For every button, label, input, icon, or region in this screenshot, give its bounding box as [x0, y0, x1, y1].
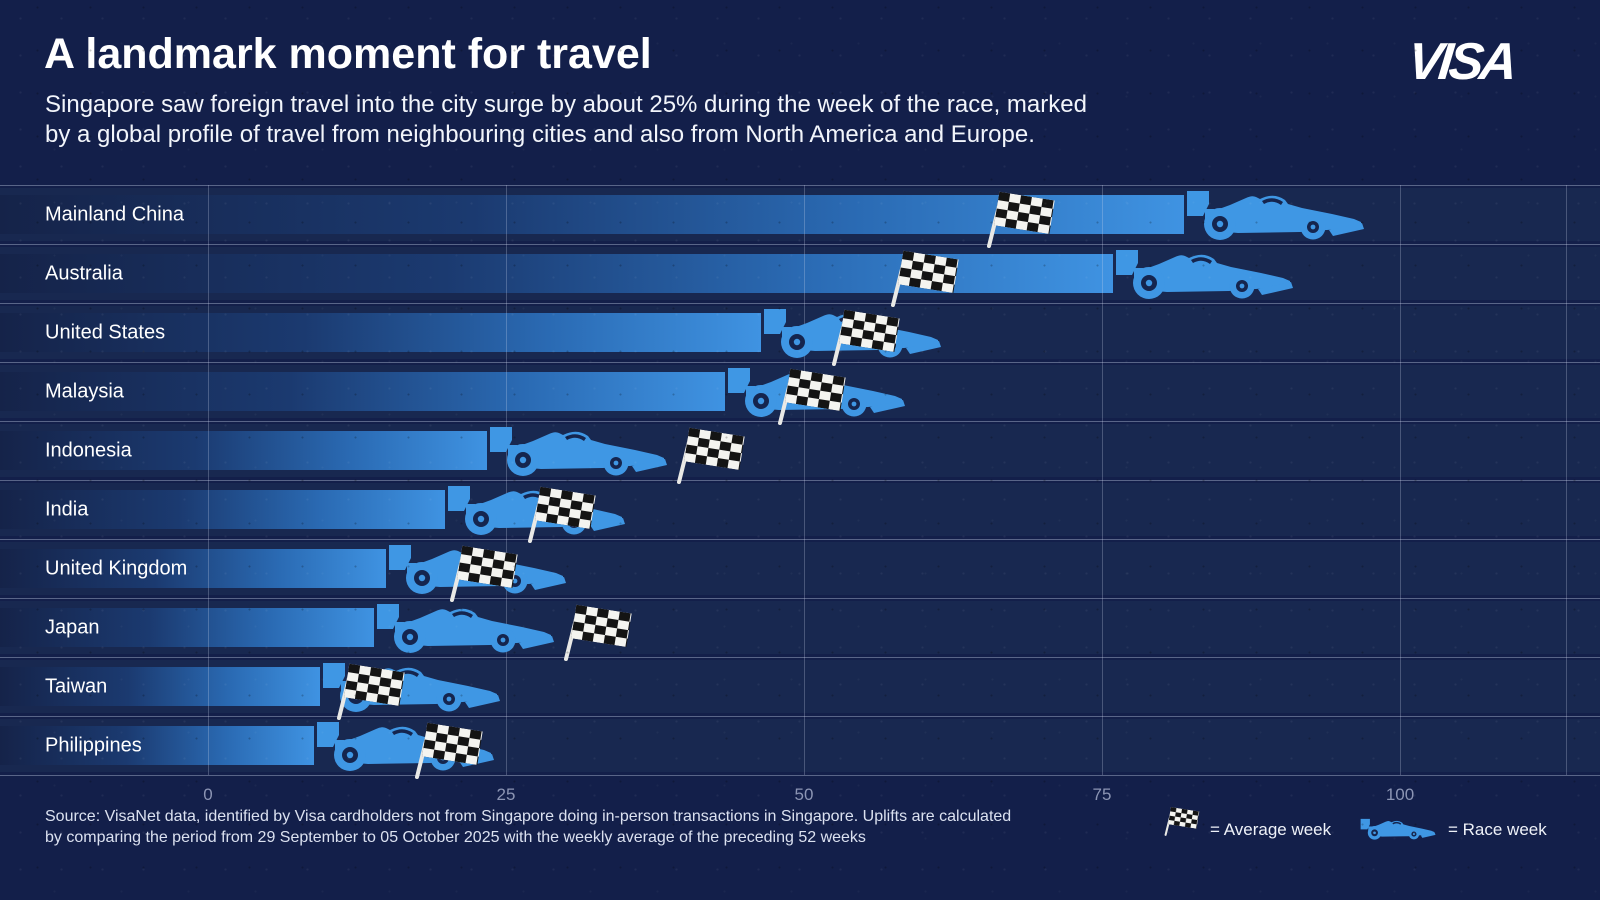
x-axis-tick-label: 100 — [1385, 785, 1415, 804]
subtitle-line-1: Singapore saw foreign travel into the ci… — [45, 91, 1087, 118]
chart-row: Indonesia — [0, 421, 1600, 484]
row-label: Taiwan — [45, 675, 108, 697]
vertical-gridline — [1400, 185, 1401, 775]
chart-row: United States — [0, 303, 1600, 366]
row-separator-line — [0, 598, 1600, 599]
chart-row: Philippines — [0, 716, 1600, 779]
checkered-flag-icon — [986, 191, 1055, 248]
chart-row: India — [0, 480, 1600, 543]
row-label: Australia — [45, 262, 123, 284]
legend-race-car-icon — [1360, 818, 1436, 840]
x-axis-tick-label: 50 — [794, 785, 814, 804]
race-week-bar — [0, 549, 386, 588]
x-axis-tick-label: 0 — [203, 785, 213, 804]
vertical-gridline — [804, 185, 805, 775]
visa-logo: VISA — [1404, 33, 1517, 91]
race-week-bar — [0, 667, 321, 706]
legend-race-week-label: = Race week — [1448, 820, 1547, 839]
checkered-flag-icon — [563, 604, 632, 661]
checkered-flag-icon — [831, 309, 900, 366]
checkered-flag-icon — [450, 545, 519, 602]
race-week-bar — [0, 726, 315, 765]
source-line-2: by comparing the period from 29 Septembe… — [45, 829, 866, 846]
subtitle: Singapore saw foreign travel into the ci… — [45, 90, 1087, 150]
chart-row: Australia — [0, 244, 1600, 307]
checkered-flag-icon — [414, 722, 483, 779]
chart-row: Mainland China — [0, 185, 1600, 248]
chart-row: Taiwan — [0, 657, 1600, 720]
row-label: Philippines — [45, 734, 142, 756]
legend-average-week-label: = Average week — [1210, 820, 1332, 839]
bar-chart: Mainland China Australia — [0, 185, 1600, 779]
chart-row: Malaysia — [0, 362, 1600, 425]
checkered-flag-icon — [527, 486, 596, 543]
subtitle-line-2: by a global profile of travel from neigh… — [45, 121, 1035, 148]
x-axis-tick-label: 75 — [1092, 785, 1112, 804]
race-car-icon — [376, 604, 554, 653]
row-label: Mainland China — [45, 203, 184, 225]
row-separator-line — [0, 303, 1600, 304]
row-separator-line — [0, 716, 1600, 717]
vertical-gridline — [208, 185, 209, 775]
row-separator-line — [0, 362, 1600, 363]
row-label: United States — [45, 321, 166, 343]
vertical-gridline — [506, 185, 507, 775]
race-week-bar — [0, 313, 762, 352]
x-axis-tick-label: 25 — [496, 785, 516, 804]
checkered-flag-icon — [676, 427, 745, 484]
chart-row: United Kingdom — [0, 539, 1600, 602]
race-week-bar — [0, 608, 374, 647]
row-separator-line — [0, 480, 1600, 481]
row-separator-line — [0, 421, 1600, 422]
row-separator-line — [0, 244, 1600, 245]
race-car-icon — [489, 427, 667, 476]
page-title: A landmark moment for travel — [44, 30, 652, 78]
row-separator-line — [0, 539, 1600, 540]
race-car-icon — [1187, 191, 1365, 240]
checkered-flag-icon — [778, 368, 846, 425]
source-note: Source: VisaNet data, identified by Visa… — [45, 806, 1011, 848]
row-separator-line — [0, 185, 1600, 186]
row-label: India — [45, 498, 89, 520]
race-week-bar — [0, 195, 1185, 234]
race-week-bar — [0, 431, 487, 470]
race-car-icon — [1115, 250, 1293, 299]
row-separator-line — [0, 775, 1600, 776]
source-line-1: Source: VisaNet data, identified by Visa… — [45, 808, 1012, 825]
chart-row: Japan — [0, 598, 1600, 661]
row-label: Malaysia — [45, 380, 124, 402]
vertical-gridline — [1102, 185, 1103, 775]
row-label: Indonesia — [45, 439, 132, 461]
race-week-bar — [0, 372, 726, 411]
row-separator-line — [0, 657, 1600, 658]
checkered-flag-icon — [337, 663, 405, 720]
row-label: Japan — [45, 616, 100, 638]
checkered-flag-icon — [891, 250, 960, 307]
legend-checkered-flag-icon — [1164, 807, 1200, 836]
row-label: United Kingdom — [45, 557, 188, 579]
plot-right-edge-line — [1566, 185, 1567, 775]
race-week-bar — [0, 490, 446, 529]
